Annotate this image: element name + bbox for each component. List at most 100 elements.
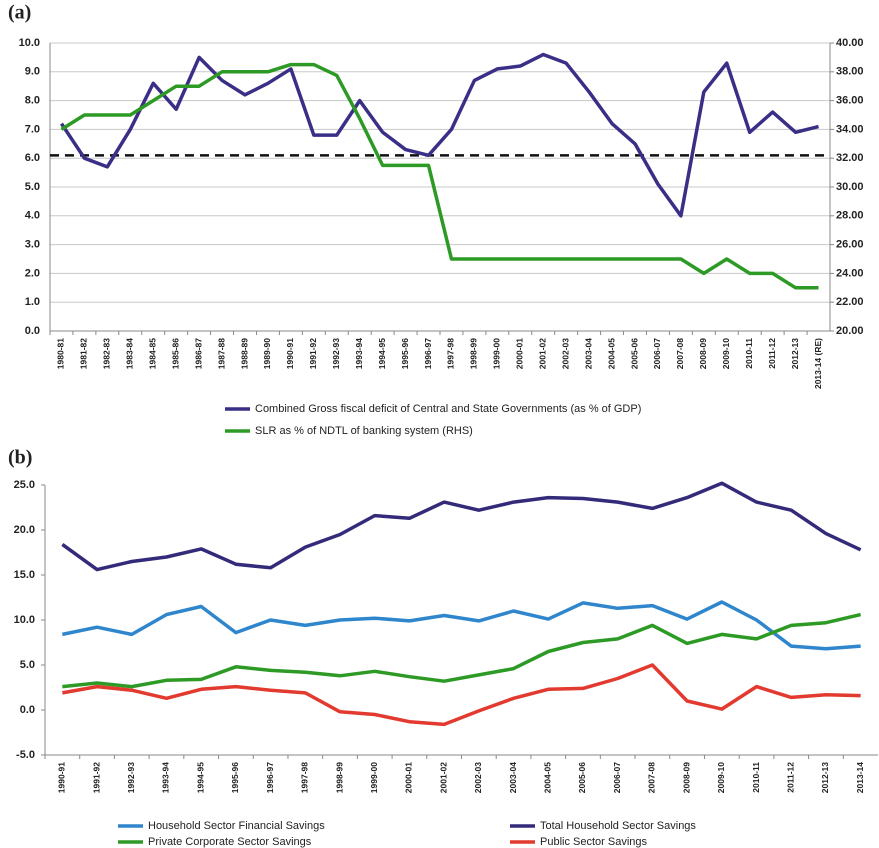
x-tick-label: 1999-00 (492, 338, 502, 369)
x-tick-label: 1994-95 (377, 338, 387, 369)
y2-tick-label: 38.00 (836, 66, 864, 78)
x-tick-label: 1985-86 (170, 338, 180, 369)
x-tick-label: 2010-11 (751, 762, 761, 793)
y2-tick-label: 34.00 (836, 123, 864, 135)
y-tick-label: 7.0 (25, 123, 40, 135)
legend-label: Household Sector Financial Savings (148, 820, 325, 832)
y2-tick-label: 36.00 (836, 95, 864, 107)
series-line (60, 62, 819, 290)
x-tick-label: 1996-97 (265, 762, 275, 793)
legend-label: Total Household Sector Savings (540, 820, 696, 832)
legend-label: Public Sector Savings (540, 836, 647, 848)
x-tick-label: 1997-98 (300, 762, 310, 793)
x-tick-label: 1999-00 (369, 762, 379, 793)
x-tick-label: 1982-83 (102, 338, 112, 369)
x-tick-label: 2007-08 (675, 338, 685, 369)
legend-label: SLR as % of NDTL of banking system (RHS) (255, 425, 473, 437)
x-tick-label: 2000-01 (515, 338, 525, 369)
x-tick-label: 1990-91 (285, 338, 295, 369)
x-tick-label: 1994-95 (195, 762, 205, 793)
x-tick-label: 2008-09 (681, 762, 691, 793)
series-line (61, 481, 862, 572)
x-tick-label: 2010-11 (744, 338, 754, 369)
x-tick-label: 1997-98 (446, 338, 456, 369)
x-tick-label: 1998-99 (469, 338, 479, 369)
x-tick-label: 1980-81 (56, 338, 66, 369)
x-tick-label: 2013-14 (855, 762, 865, 793)
x-tick-label: 1991-92 (308, 338, 318, 369)
y-tick-label: 5.0 (25, 181, 40, 193)
x-tick-label: 2006-07 (652, 338, 662, 369)
x-tick-label: 2011-12 (785, 762, 795, 793)
x-tick-label: 1983-84 (125, 338, 135, 369)
legend-label: Private Corporate Sector Savings (148, 836, 312, 848)
x-tick-label: 1981-82 (79, 338, 89, 369)
series-line (62, 663, 861, 727)
x-tick-label: 2009-10 (721, 338, 731, 369)
x-tick-label: 1991-92 (91, 762, 101, 793)
x-tick-label: 2000-01 (404, 762, 414, 793)
y2-tick-label: 30.00 (836, 181, 864, 193)
x-tick-label: 2003-04 (508, 762, 518, 793)
y-tick-label: 15.0 (14, 569, 35, 581)
x-tick-label: 2008-09 (698, 338, 708, 369)
x-tick-label: 2004-05 (606, 338, 616, 369)
x-tick-label: 2005-06 (577, 762, 587, 793)
x-tick-label: 1984-85 (147, 338, 157, 369)
x-tick-label: 1992-93 (331, 338, 341, 369)
x-tick-label: 2012-13 (820, 762, 830, 793)
legend-label: Combined Gross fiscal deficit of Central… (255, 403, 641, 415)
y2-tick-label: 20.00 (836, 325, 864, 337)
x-tick-label: 2003-04 (583, 338, 593, 369)
panel-label: (b) (8, 447, 32, 469)
x-tick-label: 1998-99 (334, 762, 344, 793)
x-tick-label: 1993-94 (354, 338, 364, 369)
x-tick-label: 1995-96 (230, 762, 240, 793)
x-tick-label: 2013-14 (RE) (813, 338, 823, 389)
x-tick-label: 2005-06 (629, 338, 639, 369)
y2-tick-label: 40.00 (836, 37, 864, 49)
y2-tick-label: 32.00 (836, 152, 864, 164)
x-tick-label: 2011-12 (767, 338, 777, 369)
x-tick-label: 1986-87 (193, 338, 203, 369)
y2-tick-label: 28.00 (836, 210, 864, 222)
y-tick-label: 6.0 (25, 152, 40, 164)
series-line (61, 600, 861, 651)
series-line (62, 612, 862, 689)
y-tick-label: 4.0 (25, 210, 40, 222)
x-tick-label: 2002-03 (560, 338, 570, 369)
y-tick-label: 20.0 (14, 524, 35, 536)
y-tick-label: 3.0 (25, 239, 40, 251)
y2-tick-label: 26.00 (836, 239, 864, 251)
y-tick-label: 9.0 (25, 66, 40, 78)
x-tick-label: 2001-02 (537, 338, 547, 369)
y-tick-label: 0.0 (20, 704, 35, 716)
x-tick-label: 1996-97 (423, 338, 433, 369)
y2-tick-label: 24.00 (836, 267, 864, 279)
y-tick-label: 0.0 (25, 325, 40, 337)
y-tick-label: 25.0 (14, 479, 35, 491)
y-tick-label: 1.0 (25, 296, 40, 308)
y-tick-label: 8.0 (25, 95, 40, 107)
y-tick-label: 10.0 (14, 614, 35, 626)
x-tick-label: 2007-08 (647, 762, 657, 793)
x-tick-label: 2001-02 (438, 762, 448, 793)
y-tick-label: -5.0 (16, 749, 35, 761)
x-tick-label: 2006-07 (612, 762, 622, 793)
x-tick-label: 2004-05 (543, 762, 553, 793)
x-tick-label: 1987-88 (216, 338, 226, 369)
x-tick-label: 2009-10 (716, 762, 726, 793)
x-tick-label: 1989-90 (262, 338, 272, 369)
y2-tick-label: 22.00 (836, 296, 864, 308)
x-tick-label: 1990-91 (57, 762, 67, 793)
x-tick-label: 1992-93 (126, 762, 136, 793)
series-line (60, 52, 819, 218)
x-tick-label: 2012-13 (790, 338, 800, 369)
x-tick-label: 2002-03 (473, 762, 483, 793)
x-tick-label: 1988-89 (239, 338, 249, 369)
x-tick-label: 1993-94 (161, 762, 171, 793)
y-tick-label: 2.0 (25, 267, 40, 279)
panel-label: (a) (8, 2, 31, 24)
y-tick-label: 10.0 (19, 37, 40, 49)
